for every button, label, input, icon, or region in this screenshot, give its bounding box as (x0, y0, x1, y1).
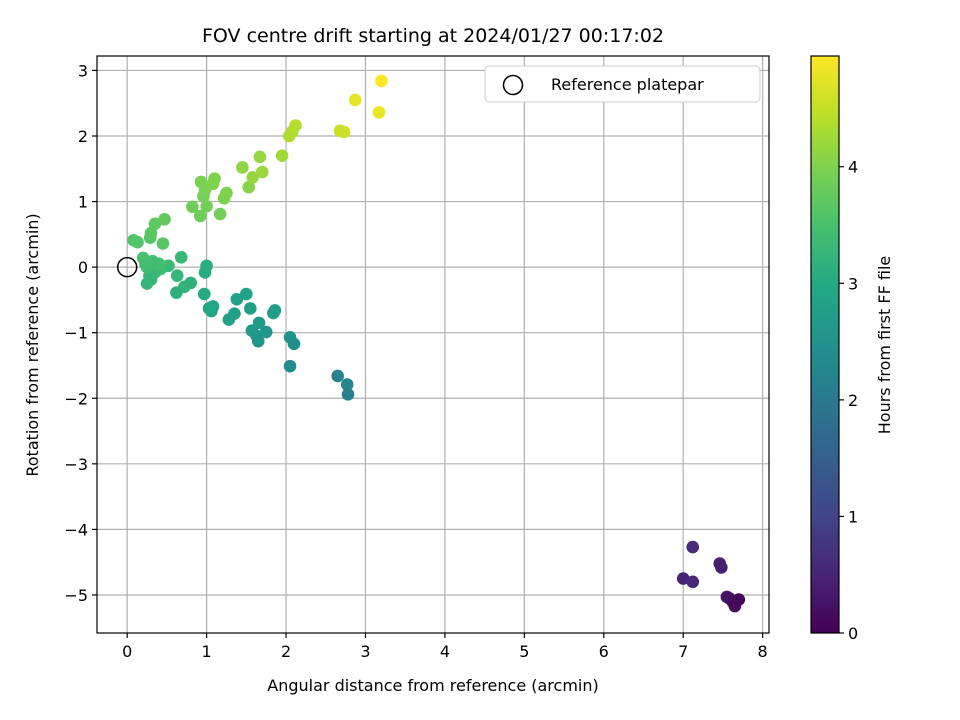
colorbar-tick-label: 4 (848, 158, 858, 177)
reference-marker-group (116, 256, 138, 278)
data-point (158, 212, 171, 226)
x-tick-label: 3 (360, 642, 370, 661)
data-point (170, 286, 183, 300)
data-point (240, 287, 253, 301)
y-tick-label: 0 (78, 258, 88, 277)
data-point (289, 119, 302, 132)
data-point (341, 388, 355, 401)
data-point (242, 180, 256, 194)
data-point (676, 572, 690, 585)
data-point (148, 217, 162, 231)
y-tick-label: −3 (64, 455, 88, 474)
data-point (200, 199, 213, 213)
data-point (244, 302, 257, 315)
data-point (246, 171, 259, 184)
data-point (200, 259, 213, 273)
data-point (131, 235, 144, 249)
data-point (236, 161, 249, 174)
colorbar-ticks: 0 1 2 3 4 (839, 158, 858, 643)
data-point (144, 273, 158, 286)
y-tick-label: −5 (64, 586, 88, 605)
data-point (348, 93, 362, 107)
data-point (287, 337, 301, 351)
data-point (732, 593, 746, 606)
data-point (193, 209, 207, 223)
y-axis-label: Rotation from reference (arcmin) (23, 213, 42, 476)
colorbar-tick-label: 1 (848, 507, 858, 526)
data-point (686, 575, 700, 589)
x-axis-label: Angular distance from reference (arcmin) (267, 676, 598, 695)
x-tick-label: 7 (678, 642, 688, 661)
legend-label-reference: Reference platepar (551, 75, 704, 94)
y-tick-label: −2 (64, 389, 88, 408)
y-tick-label: 3 (78, 61, 88, 80)
data-point (331, 369, 344, 383)
data-point (170, 269, 184, 282)
y-tick-label: 1 (78, 193, 88, 212)
data-point (251, 334, 265, 348)
x-tick-label: 0 (122, 642, 132, 661)
x-tick-label: 8 (758, 642, 768, 661)
scatter-points (127, 74, 746, 613)
x-tick-label: 6 (599, 642, 609, 661)
data-point (268, 304, 282, 317)
data-point (174, 250, 188, 264)
colorbar-tick-label: 3 (848, 274, 858, 293)
data-point (372, 106, 386, 119)
x-tick-label: 2 (281, 642, 291, 661)
data-point (230, 292, 244, 306)
data-point (715, 561, 728, 574)
data-point (156, 237, 170, 250)
data-point (213, 207, 227, 221)
data-point (255, 165, 269, 179)
grid (97, 56, 769, 633)
data-point (206, 300, 220, 313)
data-point (340, 378, 354, 391)
data-point (375, 74, 388, 88)
y-tick-label: −4 (64, 520, 88, 539)
data-point (253, 150, 267, 164)
data-point (283, 359, 297, 373)
y-axis: 3 2 1 0 −1 −2 −3 −4 −5 (64, 61, 97, 605)
data-point (186, 200, 199, 214)
colorbar-tick-label: 2 (848, 391, 858, 410)
data-point (208, 172, 221, 185)
colorbar-label: Hours from first FF file (875, 256, 894, 435)
chart-title: FOV centre drift starting at 2024/01/27 … (202, 25, 664, 47)
data-point (275, 149, 289, 162)
colorbar-gradient (810, 55, 840, 634)
data-point (197, 287, 211, 301)
data-point (152, 257, 166, 271)
data-point (686, 540, 700, 554)
data-point (222, 313, 236, 326)
legend-marker-reference (502, 74, 524, 96)
plot-frame (96, 55, 770, 634)
data-point (139, 257, 152, 271)
y-tick-label: 2 (78, 127, 88, 146)
colorbar-tick-label: 0 (848, 624, 858, 643)
x-tick-label: 1 (202, 642, 212, 661)
reference-platepar-marker (116, 256, 138, 278)
colorbar: 0 1 2 3 4 Hours from first FF file (810, 55, 894, 643)
legend-box (484, 65, 761, 103)
data-point (252, 316, 266, 330)
data-point (337, 125, 351, 139)
x-tick-label: 5 (519, 642, 529, 661)
x-axis: 0 1 2 3 4 5 6 7 8 (122, 633, 768, 661)
y-tick-label: −1 (64, 324, 88, 343)
data-point (220, 186, 233, 200)
data-point (259, 325, 273, 339)
x-tick-label: 4 (440, 642, 450, 661)
legend: Reference platepar (484, 65, 761, 103)
